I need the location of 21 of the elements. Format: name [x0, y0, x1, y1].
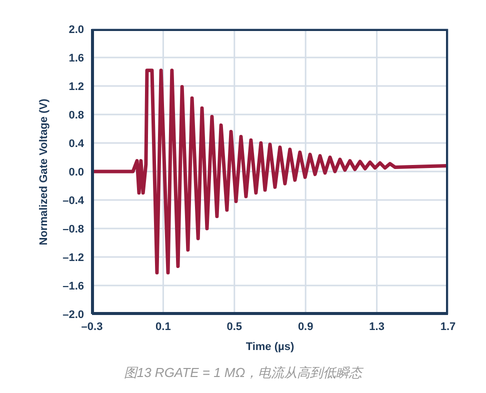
- y-tick-label: 0.0: [68, 166, 84, 178]
- y-tick-label: –0.4: [62, 194, 85, 207]
- x-tick-label: –0.3: [81, 320, 103, 333]
- y-tick-label: 0.8: [68, 109, 84, 122]
- y-tick-label: 2.0: [68, 24, 84, 36]
- y-tick-label: –0.8: [62, 223, 84, 236]
- y-tick-label: –1.6: [62, 280, 84, 292]
- y-tick-label: 1.6: [68, 52, 84, 64]
- x-tick-label: 0.5: [226, 320, 242, 333]
- x-tick-label: 1.3: [369, 320, 384, 333]
- x-axis-title: Time (µs): [244, 341, 296, 353]
- y-tick-label: 0.4: [68, 138, 85, 150]
- y-tick-label: –1.2: [62, 252, 84, 264]
- x-tick-label: 0.1: [156, 320, 171, 333]
- y-tick-label: 1.2: [68, 80, 84, 93]
- line-series: [92, 68, 448, 274]
- y-tick-label: –2.0: [62, 308, 84, 321]
- caption: 图13 RGATE = 1 MΩ，电流从高到低瞬态: [122, 364, 364, 382]
- x-tick-label: 1.7: [440, 320, 456, 333]
- x-tick-label: 0.9: [298, 320, 314, 333]
- y-axis-title: Normalized Gate Voltage (V): [38, 98, 50, 245]
